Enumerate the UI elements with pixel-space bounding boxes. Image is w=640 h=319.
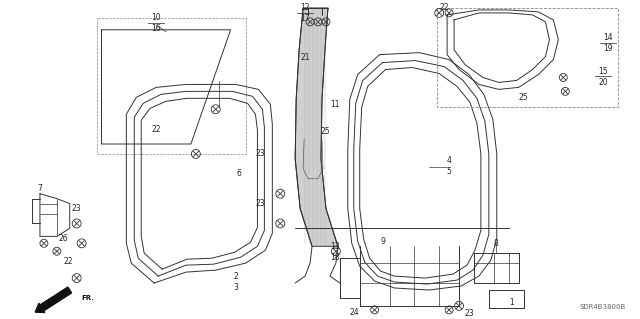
Polygon shape: [295, 8, 338, 246]
Text: 17: 17: [300, 14, 310, 23]
Text: 13: 13: [330, 242, 340, 251]
Text: 23: 23: [255, 199, 265, 208]
Text: 23: 23: [464, 309, 474, 318]
FancyArrow shape: [35, 287, 72, 313]
Text: 22: 22: [152, 125, 161, 134]
Text: 2: 2: [233, 271, 238, 281]
Text: 6: 6: [236, 169, 241, 178]
Text: 21: 21: [300, 53, 310, 62]
Text: 23: 23: [255, 149, 265, 159]
Text: 8: 8: [493, 239, 498, 248]
Text: 24: 24: [350, 308, 360, 317]
Text: 11: 11: [330, 100, 340, 109]
Text: 22: 22: [440, 4, 449, 12]
Text: 15: 15: [598, 67, 608, 76]
Text: 7: 7: [38, 184, 42, 193]
Text: 10: 10: [151, 13, 161, 22]
Text: 20: 20: [598, 78, 608, 87]
Text: SDR4B3800B: SDR4B3800B: [580, 304, 626, 310]
Text: 16: 16: [151, 24, 161, 33]
Text: 12: 12: [300, 4, 310, 12]
Text: FR.: FR.: [82, 295, 95, 301]
Text: 3: 3: [233, 283, 238, 292]
Text: 18: 18: [330, 253, 340, 262]
Text: 23: 23: [72, 204, 81, 213]
Text: 19: 19: [603, 44, 613, 53]
Text: 1: 1: [509, 298, 514, 308]
Text: 5: 5: [447, 167, 452, 176]
Text: 4: 4: [447, 156, 452, 165]
Text: 25: 25: [519, 93, 529, 102]
Text: 14: 14: [603, 33, 613, 42]
Text: 9: 9: [380, 237, 385, 246]
Text: 25: 25: [320, 127, 330, 136]
Text: 26: 26: [59, 234, 68, 243]
Text: 22: 22: [64, 257, 74, 266]
